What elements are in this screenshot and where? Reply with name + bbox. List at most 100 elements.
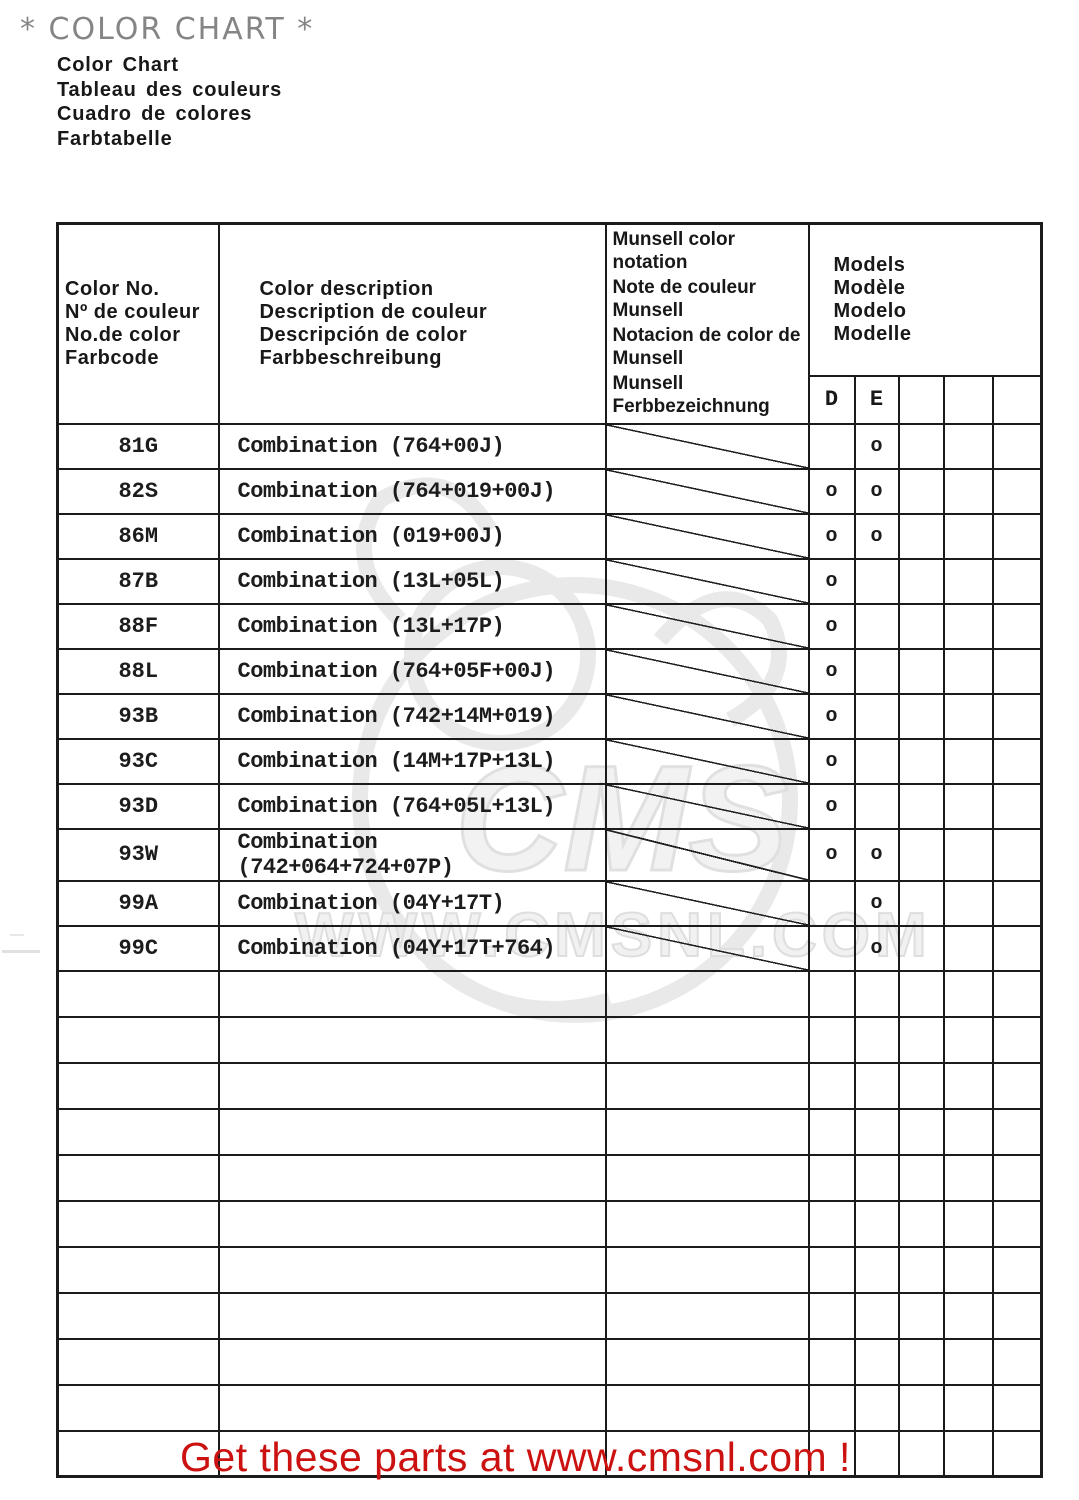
table-row: 93C Combination (14M+17P+13L) o <box>56 737 1043 785</box>
subtitle-es: Cuadro de colores <box>57 103 253 125</box>
empty-table-row <box>56 1199 1043 1248</box>
table-row: 87B Combination (13L+05L) o <box>56 557 1043 605</box>
color-description: Combination (764+05F+00J) <box>217 647 607 695</box>
empty-cell <box>897 1061 945 1110</box>
header-color-description: Color description Description de couleur… <box>217 222 607 425</box>
empty-cell <box>604 1199 810 1248</box>
model-blank-cell <box>897 692 945 740</box>
model-blank-cell <box>942 512 994 560</box>
model-blank-cell <box>991 737 1043 785</box>
empty-cell <box>853 969 900 1018</box>
empty-cell <box>942 1291 994 1340</box>
model-blank-cell <box>991 557 1043 605</box>
model-blank-cell <box>897 557 945 605</box>
empty-cell <box>217 1107 607 1156</box>
empty-cell <box>853 1153 900 1202</box>
color-description: Combination (742+064+724+07P) <box>217 827 607 882</box>
model-d-mark: o <box>807 647 856 695</box>
empty-cell <box>853 1337 900 1386</box>
color-description: Combination (04Y+17T+764) <box>217 924 607 972</box>
subtitle-de: Farbtabelle <box>57 127 173 150</box>
model-blank-cell <box>942 557 994 605</box>
empty-cell <box>991 1061 1043 1110</box>
munsell-na-cell <box>604 647 810 695</box>
empty-cell <box>604 1061 810 1110</box>
empty-cell <box>604 1337 810 1386</box>
munsell-na-cell <box>604 879 810 927</box>
empty-cell <box>991 1199 1043 1248</box>
empty-cell <box>853 1245 900 1294</box>
model-blank-cell <box>991 602 1043 650</box>
empty-cell <box>991 1429 1043 1478</box>
model-blank-cell <box>991 647 1043 695</box>
color-description: Combination (13L+05L) <box>217 557 607 605</box>
model-blank-cell <box>897 879 945 927</box>
empty-cell <box>807 1199 856 1248</box>
munsell-na-cell <box>604 422 810 470</box>
model-blank-cell <box>991 782 1043 830</box>
empty-cell <box>56 1199 220 1248</box>
model-e-mark: o <box>853 924 900 972</box>
model-d-mark: o <box>807 467 856 515</box>
empty-cell <box>807 1291 856 1340</box>
munsell-na-cell <box>604 737 810 785</box>
empty-cell <box>807 1061 856 1110</box>
empty-cell <box>604 1015 810 1064</box>
empty-cell <box>991 1383 1043 1432</box>
empty-table-row <box>56 1429 1043 1478</box>
model-blank-cell <box>897 602 945 650</box>
empty-cell <box>897 1107 945 1156</box>
empty-cell <box>217 1383 607 1432</box>
subtitle-en: Color Chart <box>57 54 179 76</box>
header-model-blank <box>991 374 1043 425</box>
empty-cell <box>56 1337 220 1386</box>
empty-cell <box>853 1383 900 1432</box>
empty-cell <box>217 1429 607 1478</box>
table-row: 93W Combination (742+064+724+07P) o o <box>56 827 1043 882</box>
empty-cell <box>217 1153 607 1202</box>
scan-artifact <box>10 934 24 936</box>
empty-cell <box>897 1291 945 1340</box>
header-color-no: Color No. Nº de couleur No.de color Farb… <box>56 222 220 425</box>
empty-cell <box>56 969 220 1018</box>
header-model-d: D <box>807 374 856 425</box>
model-e-mark: o <box>853 879 900 927</box>
empty-cell <box>897 1383 945 1432</box>
color-code: 93D <box>56 782 220 830</box>
subtitle-block: Color Chart Tableau des couleurs Cuadro … <box>57 53 282 151</box>
empty-cell <box>991 1337 1043 1386</box>
model-blank-cell <box>991 879 1043 927</box>
model-blank-cell <box>897 512 945 560</box>
empty-cell <box>807 1153 856 1202</box>
table-row: 88F Combination (13L+17P) o <box>56 602 1043 650</box>
color-description: Combination (019+00J) <box>217 512 607 560</box>
empty-cell <box>897 1337 945 1386</box>
empty-cell <box>897 1153 945 1202</box>
model-e-mark <box>853 782 900 830</box>
color-code: 86M <box>56 512 220 560</box>
model-e-mark: o <box>853 512 900 560</box>
model-e-mark: o <box>853 467 900 515</box>
scan-artifact <box>2 950 40 953</box>
empty-cell <box>942 1199 994 1248</box>
empty-cell <box>991 1153 1043 1202</box>
color-code: 99C <box>56 924 220 972</box>
model-d-mark: o <box>807 512 856 560</box>
model-e-mark <box>853 557 900 605</box>
model-blank-cell <box>942 782 994 830</box>
empty-cell <box>853 1291 900 1340</box>
color-description: Combination (742+14M+019) <box>217 692 607 740</box>
empty-cell <box>217 1199 607 1248</box>
empty-cell <box>942 1061 994 1110</box>
empty-cell <box>897 969 945 1018</box>
empty-cell <box>853 1015 900 1064</box>
color-code: 93W <box>56 827 220 882</box>
empty-cell <box>853 1429 900 1478</box>
empty-cell <box>807 1015 856 1064</box>
model-blank-cell <box>991 924 1043 972</box>
munsell-na-cell <box>604 827 810 882</box>
model-blank-cell <box>991 512 1043 560</box>
model-blank-cell <box>897 467 945 515</box>
subtitle-fr: Tableau des couleurs <box>57 78 283 101</box>
empty-cell <box>853 1107 900 1156</box>
